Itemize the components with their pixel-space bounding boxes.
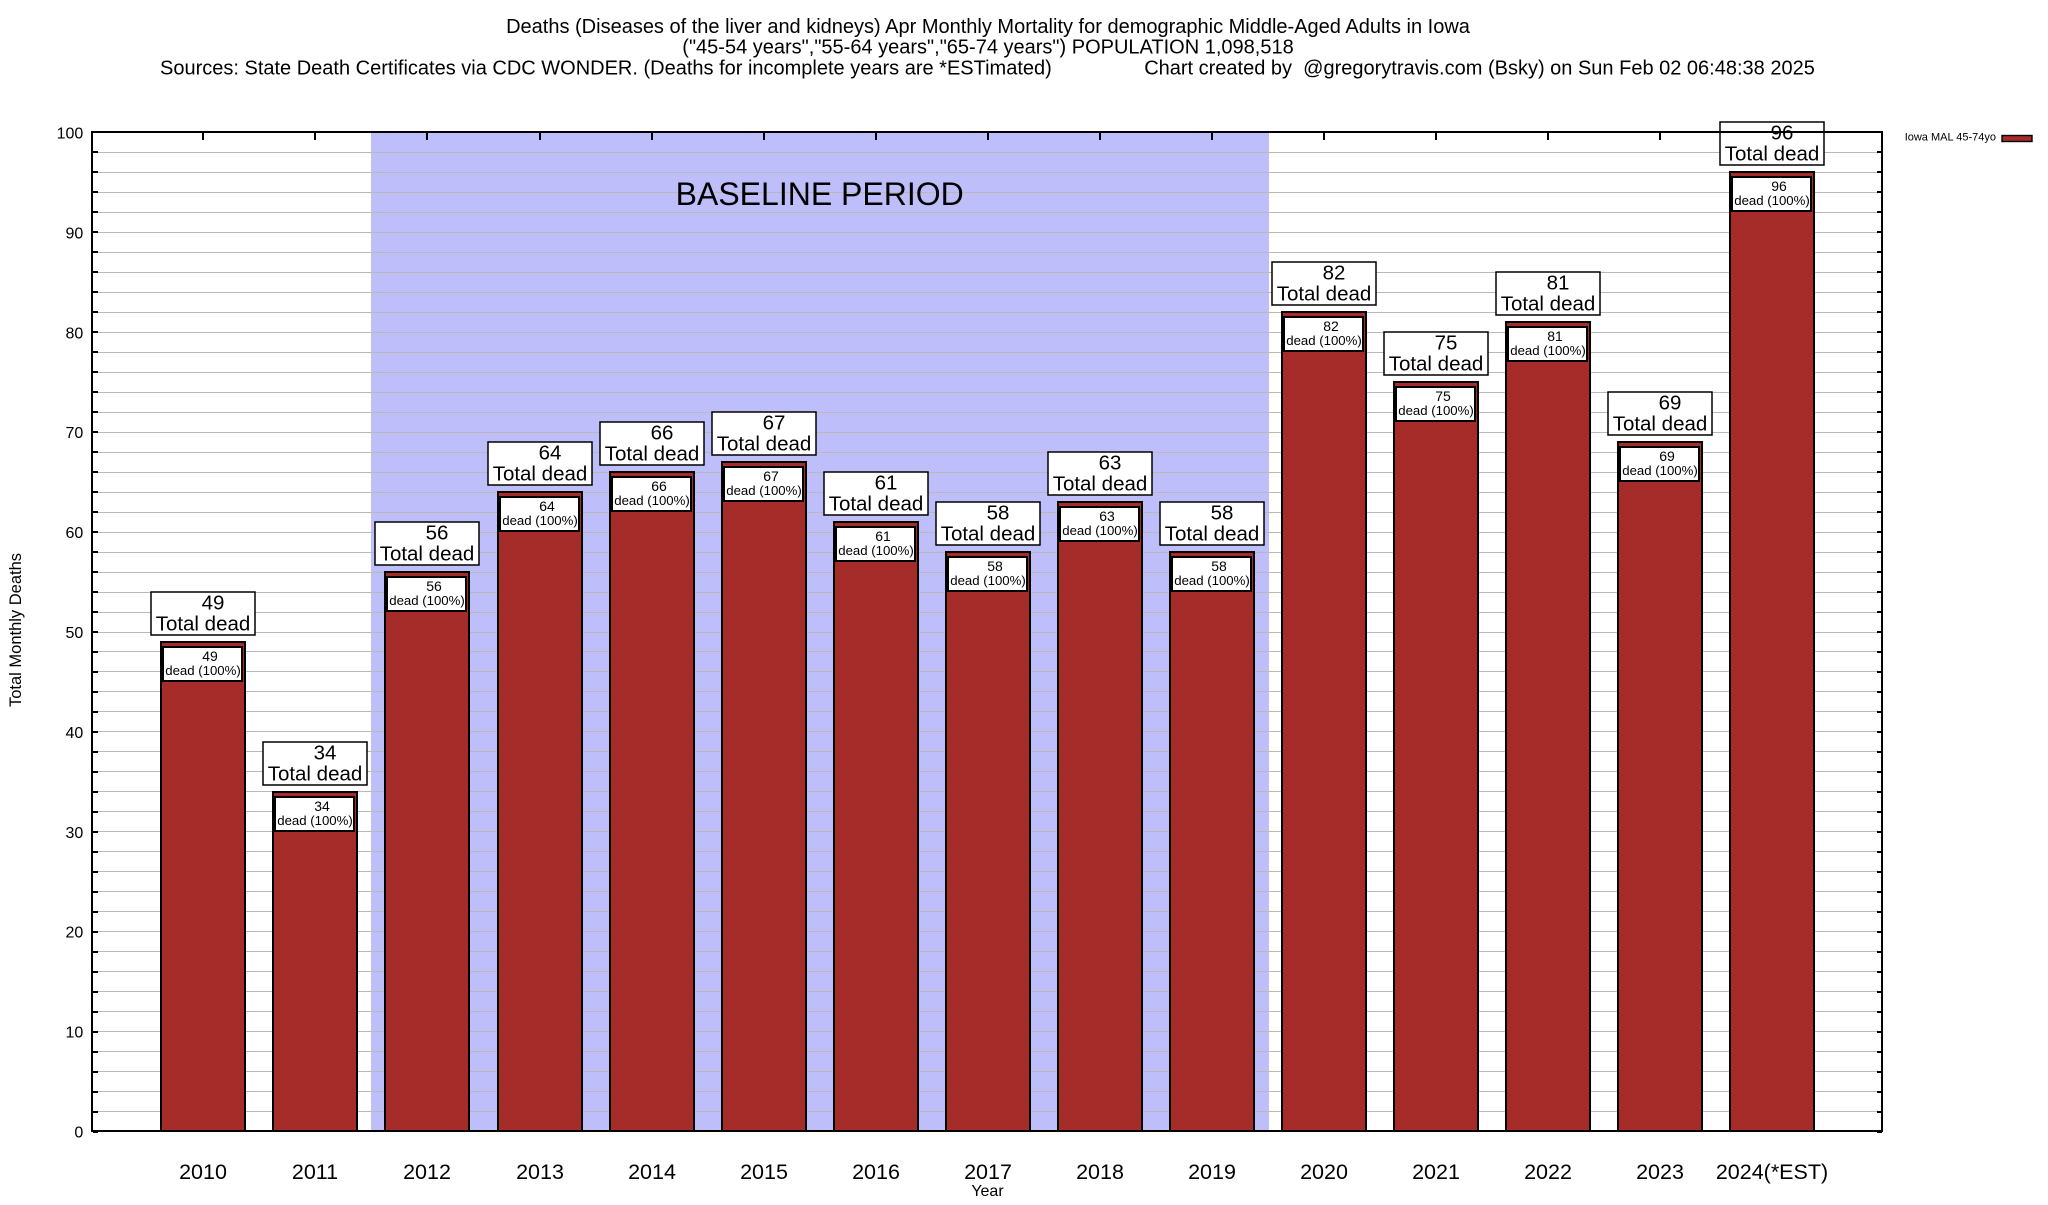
svg-text:Total dead: Total dead — [605, 443, 700, 466]
svg-text:58: 58 — [987, 558, 1003, 574]
svg-text:Year: Year — [971, 1183, 1004, 1200]
svg-text:dead (100%): dead (100%) — [1398, 403, 1474, 418]
svg-text:10: 10 — [66, 1025, 84, 1042]
svg-text:63: 63 — [1099, 452, 1122, 475]
svg-text:96: 96 — [1771, 178, 1787, 194]
svg-text:2015: 2015 — [740, 1160, 788, 1184]
svg-text:Total dead: Total dead — [1165, 523, 1260, 546]
svg-text:82: 82 — [1323, 318, 1339, 334]
svg-text:Total dead: Total dead — [1277, 283, 1372, 306]
svg-text:67: 67 — [763, 468, 779, 484]
svg-text:dead (100%): dead (100%) — [389, 593, 465, 608]
svg-text:40: 40 — [66, 725, 84, 742]
svg-text:("45-54 years","55-64 years",": ("45-54 years","55-64 years","65-74 year… — [682, 37, 1293, 59]
svg-text:2021: 2021 — [1412, 1160, 1460, 1184]
svg-text:Total Monthly Deaths: Total Monthly Deaths — [7, 553, 25, 707]
svg-text:58: 58 — [1211, 558, 1227, 574]
svg-text:82: 82 — [1323, 262, 1346, 285]
svg-text:dead (100%): dead (100%) — [277, 813, 353, 828]
svg-text:50: 50 — [66, 625, 84, 642]
svg-text:dead (100%): dead (100%) — [1174, 573, 1250, 588]
svg-text:64: 64 — [539, 442, 562, 465]
svg-text:61: 61 — [875, 528, 891, 544]
svg-text:dead (100%): dead (100%) — [614, 493, 690, 508]
svg-text:75: 75 — [1435, 332, 1458, 355]
svg-text:Total dead: Total dead — [1501, 293, 1596, 316]
svg-text:63: 63 — [1099, 508, 1115, 524]
svg-text:dead (100%): dead (100%) — [502, 513, 578, 528]
svg-text:dead (100%): dead (100%) — [838, 543, 914, 558]
svg-text:Total dead: Total dead — [268, 763, 363, 786]
svg-text:dead (100%): dead (100%) — [1622, 463, 1698, 478]
svg-text:80: 80 — [66, 325, 84, 342]
svg-text:Total dead: Total dead — [1613, 413, 1708, 436]
svg-text:2023: 2023 — [1636, 1160, 1684, 1184]
svg-text:56: 56 — [426, 578, 442, 594]
svg-text:2016: 2016 — [852, 1160, 900, 1184]
svg-text:Sources: State Death Certifica: Sources: State Death Certificates via CD… — [160, 58, 1052, 80]
svg-text:dead (100%): dead (100%) — [1734, 193, 1810, 208]
svg-text:Deaths (Diseases of the liver: Deaths (Diseases of the liver and kidney… — [506, 16, 1471, 38]
svg-text:2018: 2018 — [1076, 1160, 1124, 1184]
svg-text:Total dead: Total dead — [156, 613, 251, 636]
svg-text:58: 58 — [1211, 502, 1234, 525]
svg-text:2012: 2012 — [403, 1160, 451, 1184]
svg-text:61: 61 — [875, 472, 898, 495]
svg-text:dead (100%): dead (100%) — [1062, 523, 1138, 538]
svg-text:Total dead: Total dead — [1389, 353, 1484, 376]
svg-text:0: 0 — [74, 1125, 83, 1142]
svg-text:BASELINE PERIOD: BASELINE PERIOD — [676, 176, 964, 212]
svg-text:2014: 2014 — [628, 1160, 676, 1184]
svg-text:2022: 2022 — [1524, 1160, 1572, 1184]
svg-text:75: 75 — [1435, 388, 1451, 404]
svg-text:2017: 2017 — [964, 1160, 1012, 1184]
svg-text:56: 56 — [426, 522, 449, 545]
svg-text:Total dead: Total dead — [1053, 473, 1148, 496]
svg-text:Iowa MAL 45-74yo: Iowa MAL 45-74yo — [1905, 132, 1996, 144]
svg-text:dead (100%): dead (100%) — [1286, 333, 1362, 348]
svg-text:58: 58 — [987, 502, 1010, 525]
svg-text:66: 66 — [651, 478, 667, 494]
svg-text:dead (100%): dead (100%) — [726, 483, 802, 498]
svg-text:64: 64 — [539, 498, 555, 514]
svg-text:2013: 2013 — [516, 1160, 564, 1184]
svg-text:100: 100 — [57, 126, 84, 143]
svg-text:Chart created by @gregorytrav: Chart created by @gregorytravis.com (Bsk… — [1144, 58, 1815, 80]
svg-text:Total dead: Total dead — [1725, 143, 1820, 166]
svg-text:Total dead: Total dead — [829, 493, 924, 516]
svg-text:66: 66 — [651, 422, 674, 445]
svg-text:Total dead: Total dead — [717, 433, 812, 456]
svg-text:2019: 2019 — [1188, 1160, 1236, 1184]
svg-text:90: 90 — [66, 225, 84, 242]
svg-text:81: 81 — [1547, 328, 1563, 344]
svg-text:34: 34 — [314, 798, 330, 814]
svg-text:Total dead: Total dead — [941, 523, 1036, 546]
svg-text:dead (100%): dead (100%) — [950, 573, 1026, 588]
svg-text:70: 70 — [66, 425, 84, 442]
svg-text:34: 34 — [314, 742, 337, 765]
svg-text:Total dead: Total dead — [493, 463, 588, 486]
svg-text:20: 20 — [66, 925, 84, 942]
svg-text:dead (100%): dead (100%) — [1510, 343, 1586, 358]
svg-text:69: 69 — [1659, 392, 1682, 415]
svg-text:2020: 2020 — [1300, 1160, 1348, 1184]
svg-text:49: 49 — [202, 648, 218, 664]
svg-text:49: 49 — [202, 592, 225, 615]
svg-text:69: 69 — [1659, 448, 1675, 464]
svg-text:2010: 2010 — [179, 1160, 227, 1184]
svg-text:2011: 2011 — [292, 1160, 338, 1184]
svg-text:81: 81 — [1547, 272, 1570, 295]
svg-text:dead (100%): dead (100%) — [165, 663, 241, 678]
svg-text:67: 67 — [763, 412, 786, 435]
svg-text:2024(*EST): 2024(*EST) — [1716, 1160, 1828, 1184]
svg-text:60: 60 — [66, 525, 84, 542]
svg-text:30: 30 — [66, 825, 84, 842]
svg-text:Total dead: Total dead — [380, 543, 475, 566]
